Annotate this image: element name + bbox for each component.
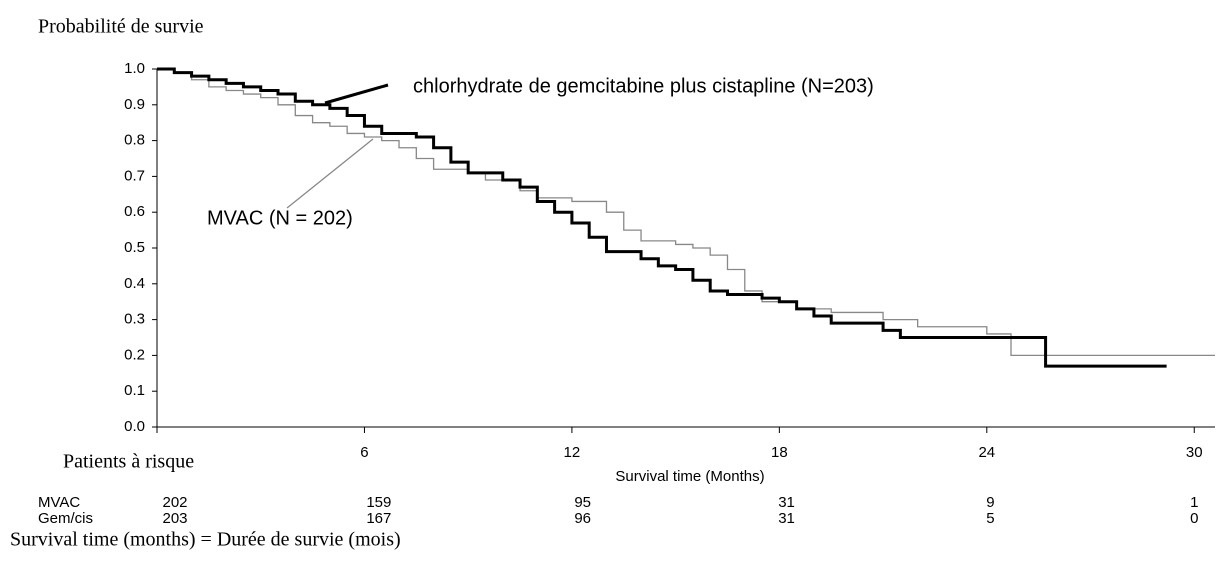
y-tick-label: 0.4 bbox=[124, 275, 145, 292]
annotation: chlorhydrate de gemcitabine plus cistapl… bbox=[413, 75, 874, 97]
y-tick-label: 0.0 bbox=[124, 418, 145, 435]
risk-count: 1 bbox=[1190, 494, 1198, 511]
risk-row-label: Gem/cis bbox=[38, 510, 93, 527]
y-tick-label: 0.5 bbox=[124, 239, 145, 256]
footnote: Survival time (months) = Durée de survie… bbox=[10, 529, 401, 551]
annotation-pointer bbox=[286, 138, 374, 209]
survival-curve bbox=[157, 67, 1167, 368]
risk-count: 203 bbox=[162, 510, 187, 527]
x-tick-label: 6 bbox=[360, 444, 368, 461]
y-tick-label: 0.2 bbox=[124, 346, 145, 363]
x-tick-label: 12 bbox=[564, 444, 581, 461]
y-tick-label: 0.9 bbox=[124, 96, 145, 113]
risk-count: 202 bbox=[162, 494, 187, 511]
annotation: MVAC (N = 202) bbox=[207, 207, 353, 229]
risk-count: 5 bbox=[986, 510, 994, 527]
risk-table-title: Patients à risque bbox=[63, 451, 194, 473]
y-tick-label: 0.3 bbox=[124, 311, 145, 328]
x-tick-label: 30 bbox=[1186, 444, 1203, 461]
y-tick-label: 0.8 bbox=[124, 132, 145, 149]
risk-count: 31 bbox=[778, 494, 795, 511]
risk-count: 95 bbox=[574, 494, 591, 511]
y-tick-label: 1.0 bbox=[124, 60, 145, 77]
risk-row-label: MVAC bbox=[38, 494, 80, 511]
chart-title: Probabilité de survie bbox=[38, 16, 204, 38]
x-axis-label: Survival time (Months) bbox=[615, 468, 764, 485]
x-tick-label: 18 bbox=[771, 444, 788, 461]
risk-count: 0 bbox=[1190, 510, 1198, 527]
risk-count: 9 bbox=[986, 494, 994, 511]
y-tick-label: 0.6 bbox=[124, 203, 145, 220]
risk-count: 167 bbox=[366, 510, 391, 527]
risk-count: 159 bbox=[366, 494, 391, 511]
x-tick-label: 24 bbox=[978, 444, 995, 461]
risk-count: 31 bbox=[778, 510, 795, 527]
risk-count: 96 bbox=[574, 510, 591, 527]
y-tick-label: 0.1 bbox=[124, 382, 145, 399]
annotation-pointer bbox=[324, 83, 389, 105]
y-tick-label: 0.7 bbox=[124, 167, 145, 184]
